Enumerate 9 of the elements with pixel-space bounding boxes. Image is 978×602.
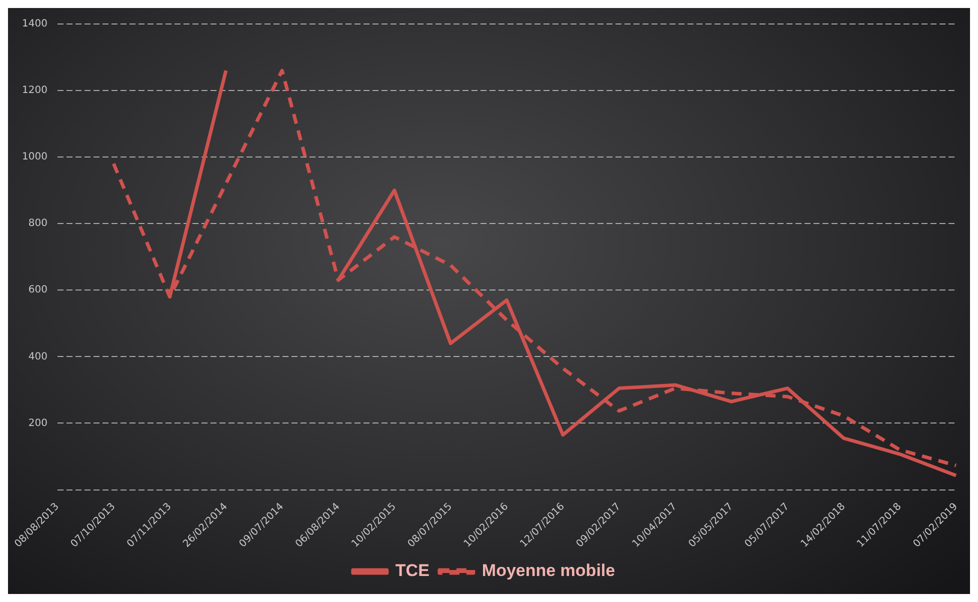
y-tick-label: 1200 <box>22 85 48 96</box>
legend-label: Moyenne mobile <box>482 561 616 580</box>
y-tick-label: 400 <box>28 351 48 362</box>
y-tick-label: 1400 <box>22 18 48 30</box>
y-tick-label: 800 <box>28 218 48 230</box>
y-tick-label: 1000 <box>22 152 48 163</box>
y-tick-label: 600 <box>28 284 48 296</box>
legend-label: TCE <box>395 561 430 580</box>
y-tick-label: 200 <box>28 418 48 429</box>
